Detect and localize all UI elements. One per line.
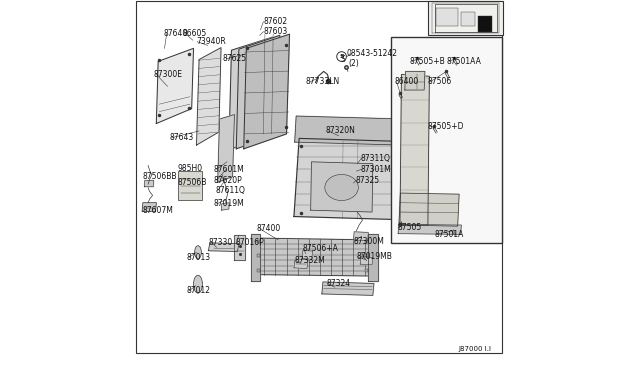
Bar — [477, 16, 492, 32]
Bar — [428, 1, 503, 35]
Polygon shape — [294, 259, 308, 269]
Ellipse shape — [193, 275, 202, 293]
Polygon shape — [236, 35, 280, 149]
Polygon shape — [360, 257, 373, 265]
Polygon shape — [251, 234, 260, 281]
Polygon shape — [234, 235, 245, 260]
Text: 87640: 87640 — [163, 29, 188, 38]
Text: 87400: 87400 — [257, 224, 281, 233]
Polygon shape — [218, 115, 234, 182]
Polygon shape — [156, 48, 193, 124]
Text: 87506: 87506 — [428, 77, 452, 86]
Text: 87013: 87013 — [187, 253, 211, 262]
Polygon shape — [405, 71, 425, 90]
Polygon shape — [196, 48, 221, 145]
Text: 87602: 87602 — [264, 17, 287, 26]
Text: (2): (2) — [348, 60, 359, 68]
Text: 87019MB: 87019MB — [356, 252, 392, 261]
Text: 87505+D: 87505+D — [428, 122, 465, 131]
Polygon shape — [400, 74, 429, 225]
Text: 86605: 86605 — [182, 29, 207, 38]
Polygon shape — [398, 224, 461, 234]
Text: 87016P: 87016P — [235, 238, 264, 247]
Text: 87611Q: 87611Q — [215, 186, 245, 195]
Polygon shape — [244, 34, 289, 149]
Text: 87501AA: 87501AA — [447, 57, 481, 66]
Bar — [461, 12, 476, 26]
Text: 87325: 87325 — [356, 176, 380, 185]
Polygon shape — [142, 203, 156, 211]
Text: 86400: 86400 — [394, 77, 419, 86]
Polygon shape — [229, 37, 273, 150]
Polygon shape — [209, 243, 239, 251]
Text: 87625: 87625 — [223, 54, 246, 63]
Text: 87332M: 87332M — [294, 256, 326, 265]
Text: 73940R: 73940R — [196, 37, 226, 46]
Text: 87301M: 87301M — [361, 165, 392, 174]
Text: 87506+A: 87506+A — [302, 244, 338, 253]
Polygon shape — [253, 238, 375, 276]
Ellipse shape — [325, 174, 358, 201]
Bar — [365, 269, 369, 272]
Bar — [257, 240, 260, 243]
Ellipse shape — [195, 246, 202, 259]
Text: 87601M: 87601M — [214, 165, 244, 174]
Bar — [436, 8, 458, 26]
Text: 87620P: 87620P — [214, 176, 243, 185]
Text: 985H0: 985H0 — [178, 164, 203, 173]
Text: 87506B: 87506B — [178, 178, 207, 187]
Text: S: S — [339, 54, 344, 59]
Text: S: S — [340, 55, 345, 64]
Text: 87505: 87505 — [397, 223, 422, 232]
Polygon shape — [310, 162, 373, 212]
Text: 87643: 87643 — [170, 133, 193, 142]
Polygon shape — [353, 232, 369, 241]
Text: 87300E: 87300E — [154, 70, 182, 79]
Text: 87733LN: 87733LN — [305, 77, 339, 86]
Text: 87324: 87324 — [326, 279, 351, 288]
Text: 87603: 87603 — [264, 27, 288, 36]
Bar — [365, 240, 369, 243]
Polygon shape — [322, 282, 374, 295]
Polygon shape — [369, 234, 378, 281]
Bar — [365, 254, 369, 257]
Polygon shape — [294, 116, 404, 145]
Text: 87320N: 87320N — [326, 126, 355, 135]
Text: 87300M: 87300M — [353, 237, 385, 246]
Bar — [178, 171, 202, 200]
Text: 87607M: 87607M — [142, 206, 173, 215]
Text: 87501A: 87501A — [435, 230, 464, 239]
Text: J87000 I.I: J87000 I.I — [458, 346, 492, 352]
Bar — [257, 269, 260, 272]
Polygon shape — [399, 193, 459, 226]
Bar — [257, 254, 260, 257]
Text: 87505+B: 87505+B — [410, 57, 445, 66]
Text: 87012: 87012 — [187, 286, 211, 295]
Bar — [390, 37, 502, 243]
Text: 87330: 87330 — [209, 238, 233, 247]
Polygon shape — [145, 180, 154, 187]
Polygon shape — [302, 250, 312, 259]
Text: 08543-51242: 08543-51242 — [346, 49, 397, 58]
Polygon shape — [294, 138, 399, 219]
Text: 87506BB: 87506BB — [142, 172, 177, 181]
Text: 87019M: 87019M — [214, 199, 244, 208]
Text: 87311Q: 87311Q — [361, 154, 391, 163]
Polygon shape — [221, 203, 229, 210]
